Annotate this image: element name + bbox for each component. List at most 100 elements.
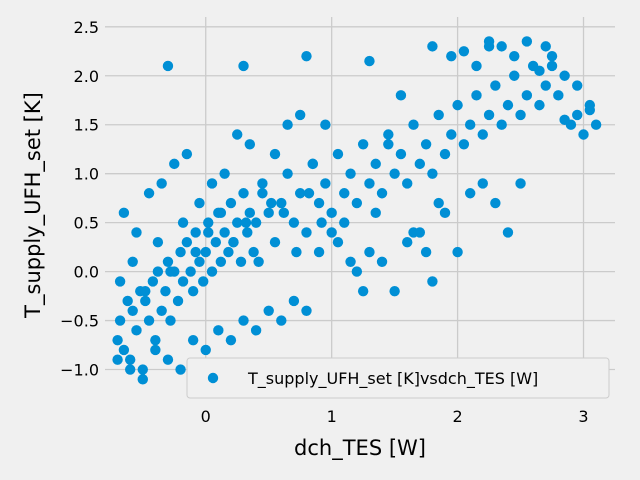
data-point: [137, 364, 148, 375]
grid: [105, 17, 615, 394]
data-point: [303, 188, 315, 199]
data-point: [521, 90, 533, 101]
data-point: [219, 168, 230, 179]
data-point: [546, 50, 558, 62]
data-point: [326, 227, 337, 238]
legend-label: T_supply_UFH_set [K]vsdch_TES [W]: [247, 369, 538, 389]
data-point: [263, 207, 274, 219]
data-point: [238, 60, 249, 72]
data-point: [112, 334, 123, 346]
data-point: [190, 246, 201, 258]
data-point: [250, 325, 262, 336]
data-point: [420, 246, 432, 258]
data-point: [477, 178, 488, 189]
data-point: [427, 168, 438, 179]
data-point: [194, 256, 205, 268]
data-point: [578, 129, 589, 140]
data-point: [402, 178, 413, 189]
data-point: [313, 197, 325, 209]
data-point: [414, 227, 426, 238]
data-point: [294, 109, 306, 121]
data-point: [238, 315, 249, 326]
data-point: [187, 285, 199, 297]
data-point: [345, 168, 356, 179]
data-point: [177, 276, 189, 287]
data-point: [534, 99, 545, 111]
y-tick-label: 0.5: [74, 214, 99, 233]
data-point: [395, 148, 407, 160]
data-point: [235, 256, 247, 268]
data-point: [502, 227, 514, 238]
x-tick-label: 0: [201, 407, 211, 426]
data-point: [257, 188, 268, 199]
data-point: [291, 246, 302, 258]
x-tick-label: 2: [452, 407, 462, 426]
y-tick-label: 2.0: [74, 67, 99, 86]
data-point: [269, 148, 281, 160]
data-point: [490, 197, 501, 209]
data-point: [114, 315, 126, 326]
data-point: [420, 139, 432, 150]
data-point: [160, 285, 171, 297]
data-point: [162, 354, 174, 365]
data-point: [357, 139, 369, 150]
data-point: [590, 119, 602, 130]
data-point: [439, 207, 451, 219]
data-point: [257, 178, 268, 189]
data-point: [483, 109, 495, 121]
data-point: [127, 305, 138, 316]
data-point: [150, 344, 161, 356]
data-point: [515, 178, 526, 189]
data-point: [150, 334, 161, 346]
data-point: [446, 129, 457, 140]
data-point: [572, 80, 583, 91]
data-point: [364, 178, 375, 189]
data-point: [357, 285, 369, 297]
data-point: [288, 217, 300, 228]
data-point: [496, 119, 507, 130]
data-point: [238, 188, 249, 199]
data-point: [203, 227, 214, 238]
data-point: [122, 295, 133, 307]
x-tick-label: 3: [578, 407, 588, 426]
data-point: [464, 188, 476, 199]
data-point: [140, 285, 151, 297]
data-point: [427, 276, 438, 287]
data-point: [559, 70, 570, 81]
data-point: [370, 207, 381, 219]
data-point: [326, 207, 337, 219]
data-point: [250, 217, 262, 228]
legend-box: [186, 357, 610, 399]
data-point: [175, 246, 186, 258]
data-point: [127, 256, 138, 268]
data-point: [152, 237, 164, 248]
y-tick-label: 0.0: [74, 263, 99, 282]
data-point: [200, 246, 211, 258]
data-point: [185, 266, 196, 277]
data-point: [266, 197, 277, 209]
data-point: [483, 36, 495, 47]
data-point: [395, 90, 407, 101]
data-point: [282, 119, 293, 130]
data-point: [301, 305, 312, 316]
y-tick-label: 2.5: [74, 18, 99, 37]
data-point: [389, 168, 400, 179]
data-point: [313, 246, 325, 258]
data-point: [540, 41, 551, 52]
data-point: [320, 119, 331, 130]
data-point: [244, 139, 256, 150]
data-point: [559, 114, 570, 126]
data-point: [276, 315, 287, 326]
x-axis-label: dch_TES [W]: [294, 436, 426, 461]
data-point: [370, 158, 381, 170]
data-point: [376, 188, 388, 199]
data-point: [140, 295, 151, 307]
data-point: [502, 99, 514, 111]
x-tick-label: 1: [327, 407, 337, 426]
data-point: [219, 227, 230, 238]
data-point: [206, 266, 218, 277]
data-point: [131, 325, 142, 336]
data-point: [452, 246, 463, 258]
y-axis-label: T_supply_UFH_set [K]: [21, 92, 46, 319]
data-point: [433, 109, 444, 121]
